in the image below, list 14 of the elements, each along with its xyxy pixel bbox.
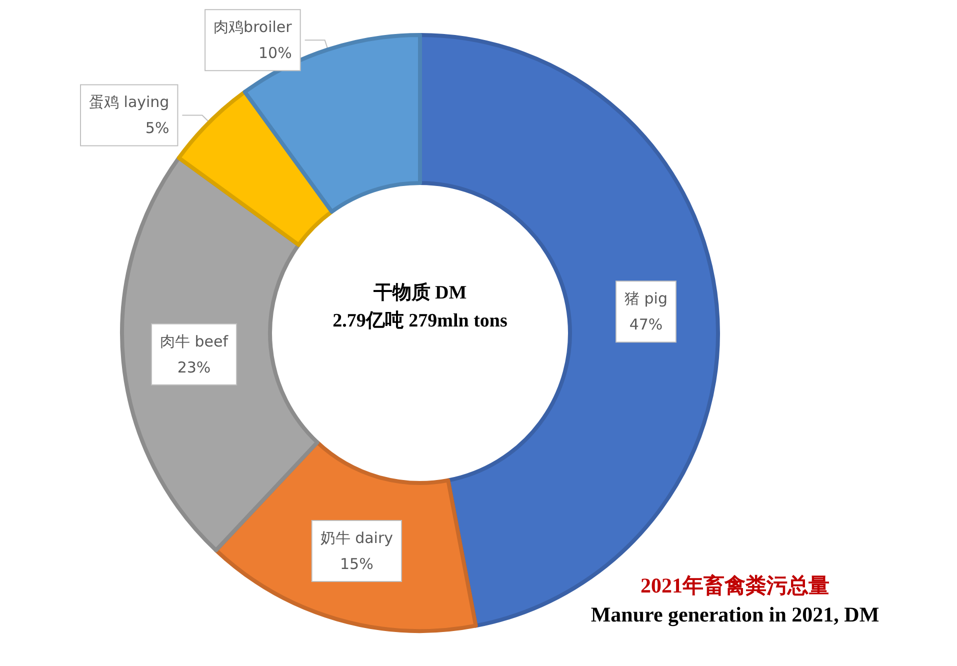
text: 2.79亿吨 279mln tons: [332, 310, 508, 332]
slice-label: 猪 pig: [624, 290, 668, 308]
text: 2021年畜禽粪污总量: [640, 574, 830, 598]
slice-label: 奶牛 dairy: [320, 528, 394, 547]
data-label: 10%: [258, 44, 292, 62]
data-label: 23%: [177, 358, 211, 376]
data-label: 15%: [340, 554, 374, 573]
text: Manure generation in 2021, DM: [590, 602, 880, 626]
data-label: 5%: [145, 119, 170, 138]
slice-label: 蛋鸡 laying: [89, 93, 170, 112]
slice-label: 肉牛 beef: [160, 332, 229, 350]
text: 干物质 DM: [372, 282, 467, 304]
slice-label: 肉鸡broiler: [214, 18, 293, 36]
data-label: 47%: [629, 316, 663, 334]
